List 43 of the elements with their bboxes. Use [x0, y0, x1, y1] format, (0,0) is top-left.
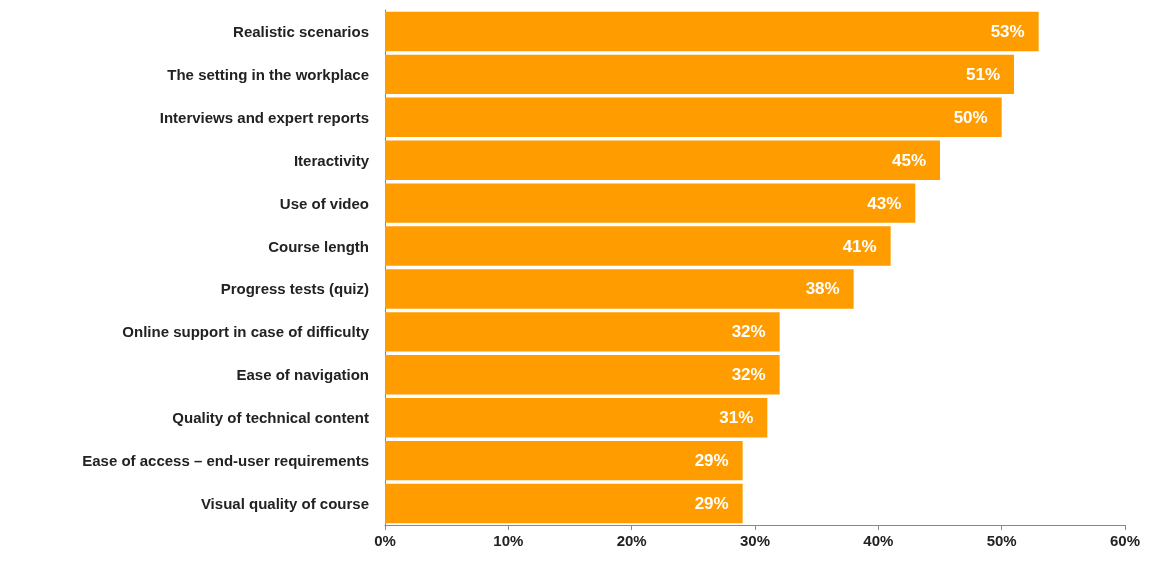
bar: [385, 54, 1014, 95]
data-label: 50%: [953, 107, 988, 127]
bar: [385, 97, 1002, 138]
y-tick-label: Realistic scenarios: [233, 22, 369, 40]
y-tick-label: Visual quality of course: [200, 495, 369, 513]
data-label: 31%: [719, 408, 754, 428]
y-tick-label: Ease of navigation: [236, 366, 369, 384]
bar: [385, 269, 854, 309]
bar: [385, 440, 743, 481]
y-tick-label: Interviews and expert reports: [159, 108, 369, 126]
y-tick-label: Ease of access – end-user requirements: [82, 452, 369, 470]
x-tick-label: 50%: [986, 532, 1017, 549]
bar: [385, 183, 916, 223]
y-tick-label: Quality of technical content: [172, 409, 369, 427]
x-tick-label: 40%: [863, 532, 894, 549]
data-label: 32%: [731, 322, 766, 342]
data-label: 43%: [867, 193, 902, 213]
data-label: 41%: [842, 236, 877, 256]
bar: [385, 312, 780, 352]
bar: [385, 140, 940, 180]
y-tick-label: The setting in the workplace: [167, 65, 369, 83]
y-tick-label: Course length: [268, 237, 369, 255]
data-label: 32%: [731, 365, 766, 385]
bar: [385, 11, 1039, 52]
bar: [385, 397, 768, 438]
y-tick-label: Use of video: [279, 194, 369, 212]
x-tick-label: 20%: [616, 532, 647, 549]
y-tick-label: Iteractivity: [293, 151, 370, 169]
x-tick-label: 60%: [1109, 532, 1141, 549]
bar: [385, 226, 891, 266]
data-label: 29%: [694, 451, 729, 471]
data-label: 51%: [965, 64, 1000, 84]
data-label: 53%: [990, 21, 1025, 41]
y-tick-label: Online support in case of difficulty: [122, 323, 370, 341]
bar: [385, 355, 780, 395]
data-label: 45%: [891, 150, 926, 170]
y-tick-label: Progress tests (quiz): [220, 280, 369, 298]
x-tick-label: 30%: [739, 532, 771, 549]
data-label: 29%: [694, 494, 729, 514]
data-label: 38%: [805, 279, 840, 299]
x-tick-label: 10%: [493, 532, 524, 549]
x-tick-label: 0%: [374, 532, 396, 549]
bar: [385, 483, 743, 524]
